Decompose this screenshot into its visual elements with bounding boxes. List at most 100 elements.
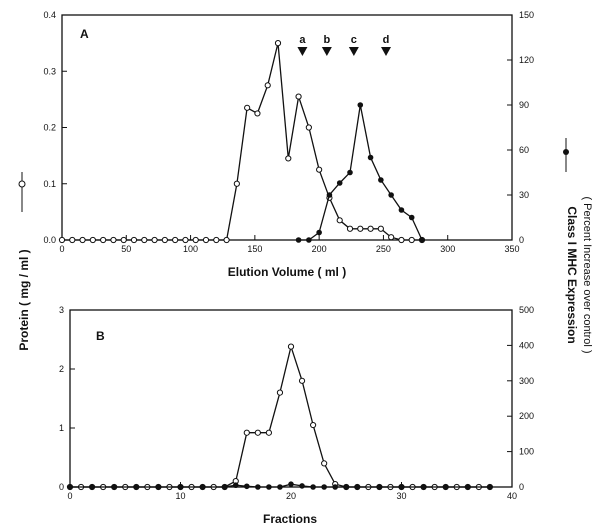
y-left-tick-label-b-0: 0 (59, 482, 64, 492)
data-point-a-0-6 (120, 236, 127, 244)
x-tick-label-b-40: 40 (507, 491, 517, 501)
marker-triangle-a (297, 47, 308, 56)
data-point-a-1-3 (326, 192, 333, 198)
data-point-a-1-11 (408, 214, 415, 221)
data-point-a-1-9 (388, 192, 394, 198)
data-point-a-0-21 (274, 40, 282, 47)
data-point-b-1-9 (244, 483, 250, 490)
series-line-b-0 (70, 344, 490, 488)
data-point-b-0-23 (321, 460, 328, 467)
data-point-b-1-0 (67, 484, 73, 490)
data-point-b-1-24 (465, 484, 471, 490)
y-left-tick-label-b-3: 3 (59, 305, 64, 315)
data-point-a-0-12 (182, 236, 189, 244)
data-point-a-0-5 (110, 236, 117, 244)
data-point-a-0-13 (192, 236, 199, 244)
data-point-b-1-17 (332, 484, 339, 490)
data-point-b-1-20 (376, 484, 383, 490)
panel-b-label: B (96, 329, 105, 343)
data-point-a-0-22 (285, 155, 292, 162)
data-point-b-1-7 (221, 484, 228, 490)
panel-a: A 0 50 100 150 200 250 300 350 0.0 0.1 0.2 0.3 0.4 0 3… (43, 10, 534, 254)
data-point-a-0-29 (357, 225, 364, 232)
data-point-a-0-7 (130, 236, 138, 244)
marker-label-a: a (299, 34, 306, 46)
left-legend-circle (18, 180, 26, 188)
data-point-a-0-8 (141, 236, 148, 244)
data-point-a-0-32 (388, 234, 395, 241)
data-point-b-0-20 (287, 343, 295, 350)
panel-a-label: A (80, 27, 89, 41)
x-tick-label-a-50: 50 (121, 244, 131, 254)
marker-label-d: d (383, 34, 390, 46)
data-point-a-0-0 (58, 236, 66, 244)
data-point-b-0-16 (243, 429, 250, 436)
data-point-b-1-23 (442, 484, 449, 490)
data-point-b-1-6 (199, 484, 206, 490)
x-tick-label-a-300: 300 (440, 244, 455, 254)
x-tick-label-b-20: 20 (286, 491, 296, 501)
y-right-tick-label-b-5: 500 (519, 305, 534, 315)
data-point-a-0-27 (336, 217, 343, 224)
y-left-tick-label-b-1: 1 (59, 423, 64, 433)
data-point-b-0-22 (310, 421, 317, 429)
data-point-a-0-4 (100, 236, 107, 244)
series-line-a-1 (298, 104, 423, 241)
marker-triangle-d (381, 47, 391, 56)
data-point-b-1-21 (398, 484, 405, 490)
data-point-a-0-23 (295, 93, 302, 100)
data-point-b-1-1 (89, 484, 95, 490)
y-left-tick-label-a-3: 0.3 (43, 66, 56, 76)
panel-b-x-axis-label: Fractions (263, 512, 317, 526)
x-tick-label-b-0: 0 (67, 491, 72, 501)
data-point-a-0-3 (89, 236, 96, 244)
data-point-a-0-1 (69, 236, 76, 244)
panel-b-plot-frame (69, 309, 513, 488)
x-tick-label-a-350: 350 (504, 244, 519, 254)
data-point-a-0-14 (202, 236, 210, 244)
y-left-tick-label-a-4: 0.4 (43, 10, 56, 20)
data-point-a-0-25 (316, 166, 323, 173)
y-right-tick-label-b-3: 300 (519, 376, 534, 386)
data-point-a-1-1 (306, 237, 312, 243)
x-tick-label-a-0: 0 (59, 244, 64, 254)
marker-label-b: b (323, 34, 330, 46)
data-point-b-1-2 (111, 484, 117, 490)
data-point-b-1-25 (487, 484, 493, 490)
data-point-a-0-10 (161, 236, 168, 244)
data-point-b-1-15 (310, 484, 316, 490)
data-point-a-0-15 (213, 236, 220, 244)
data-point-b-1-13 (288, 481, 294, 487)
data-point-a-0-11 (172, 236, 179, 244)
left-y-axis-title: Protein ( mg / ml ) (17, 249, 31, 350)
y-right-tick-label-a-3: 90 (519, 100, 529, 110)
y-right-tick-label-a-0: 0 (519, 235, 524, 245)
x-tick-label-a-100: 100 (183, 244, 198, 254)
y-right-tick-label-b-0: 0 (519, 482, 524, 492)
data-point-a-1-8 (378, 177, 384, 183)
data-point-b-0-17 (254, 429, 261, 436)
data-point-a-1-7 (367, 154, 374, 161)
x-tick-label-b-10: 10 (175, 491, 185, 501)
y-right-tick-label-a-2: 60 (519, 145, 529, 155)
x-tick-label-a-150: 150 (247, 244, 262, 254)
data-point-b-1-8 (232, 482, 239, 489)
data-point-a-1-2 (316, 229, 322, 236)
data-point-a-0-19 (254, 110, 261, 117)
right-y-axis-title: Class I MHC Expression ( Percent Increas… (565, 196, 593, 353)
marker-triangle-b (321, 47, 332, 56)
data-point-b-1-11 (266, 484, 272, 490)
data-point-a-1-4 (336, 180, 343, 186)
data-point-b-1-4 (155, 484, 162, 490)
panel-a-x-axis-label: Elution Volume ( ml ) (228, 265, 346, 279)
data-point-a-0-18 (244, 104, 251, 111)
data-point-a-0-31 (377, 225, 384, 232)
y-left-tick-label-a-0: 0.0 (43, 235, 56, 245)
data-point-a-0-17 (233, 180, 240, 187)
data-point-b-0-18 (265, 429, 272, 436)
x-tick-label-a-200: 200 (312, 244, 327, 254)
data-point-a-0-24 (305, 124, 312, 131)
right-y-axis-label-line1: Class I MHC Expression (565, 206, 579, 343)
